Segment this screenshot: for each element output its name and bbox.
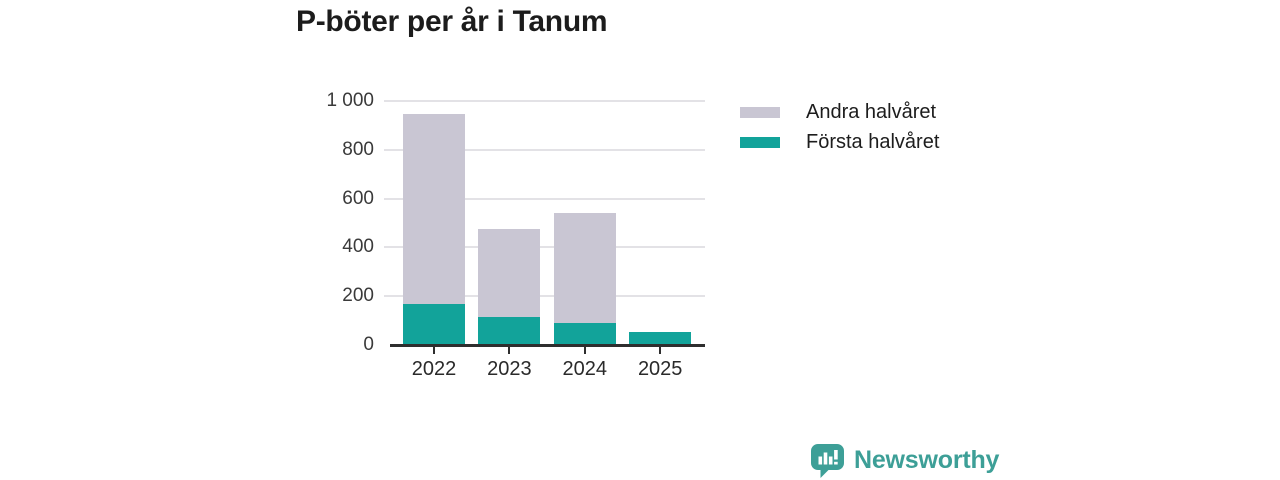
- legend: Andra halvåret Första halvåret: [740, 97, 939, 157]
- x-axis-tick: [508, 347, 511, 354]
- chart-title: P-böter per år i Tanum: [296, 5, 608, 38]
- newsworthy-logo-text: Newsworthy: [854, 446, 1000, 474]
- x-axis-label: 2024: [562, 358, 608, 380]
- gridline: [384, 246, 705, 249]
- x-axis-tick: [659, 347, 662, 354]
- x-axis-tick: [433, 347, 435, 354]
- y-axis-tick-label: 600: [342, 187, 374, 209]
- bar-segment-gray: [478, 229, 541, 317]
- x-axis-label: 2022: [411, 358, 457, 380]
- newsworthy-logo-icon: [811, 444, 844, 478]
- bar-segment-teal: [403, 303, 465, 345]
- y-axis-tick-label: 200: [342, 285, 374, 307]
- gridline: [384, 295, 705, 298]
- x-axis-tick: [583, 347, 586, 354]
- legend-swatch-gray: [740, 106, 780, 118]
- x-axis-line: [390, 344, 705, 347]
- bar-segment-teal: [553, 323, 616, 345]
- x-axis-label: 2023: [487, 358, 532, 380]
- legend-item: Första halvåret: [740, 127, 939, 157]
- y-axis-tick-label: 400: [342, 236, 374, 258]
- y-axis-tick-label: 800: [342, 138, 374, 160]
- legend-swatch-teal: [740, 136, 780, 148]
- bar-segment-gray: [553, 213, 616, 324]
- legend-label: Första halvåret: [806, 130, 940, 153]
- legend-label: Andra halvåret: [806, 100, 937, 123]
- y-axis-tick-label: 1 000: [326, 90, 374, 111]
- gridline: [384, 100, 705, 102]
- gridline: [384, 197, 705, 200]
- bar-segment-teal: [629, 331, 692, 345]
- gridline: [384, 148, 705, 151]
- x-axis-label: 2025: [637, 358, 683, 380]
- bar-segment-gray: [403, 114, 465, 304]
- legend-item: Andra halvåret: [740, 97, 939, 127]
- y-axis-tick-label: 0: [363, 334, 374, 355]
- bar-segment-teal: [478, 316, 541, 345]
- newsworthy-logo: Newsworthy: [810, 443, 999, 478]
